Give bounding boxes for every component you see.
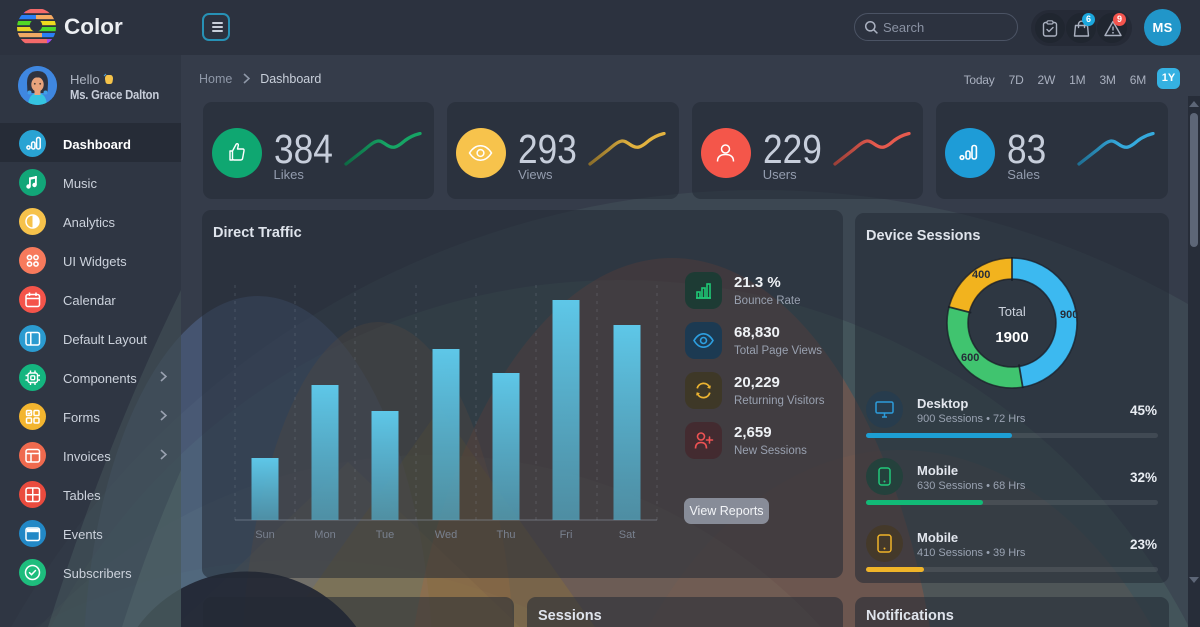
svg-text:Sat: Sat bbox=[619, 529, 636, 541]
svg-text:Wed: Wed bbox=[435, 529, 457, 541]
svg-text:Sun: Sun bbox=[255, 529, 275, 541]
svg-text:Total: Total bbox=[998, 304, 1026, 319]
svg-text:1900: 1900 bbox=[995, 329, 1028, 346]
svg-text:Mon: Mon bbox=[314, 529, 335, 541]
svg-text:Fri: Fri bbox=[560, 529, 573, 541]
svg-text:Thu: Thu bbox=[497, 529, 516, 541]
svg-text:Tue: Tue bbox=[376, 529, 395, 541]
